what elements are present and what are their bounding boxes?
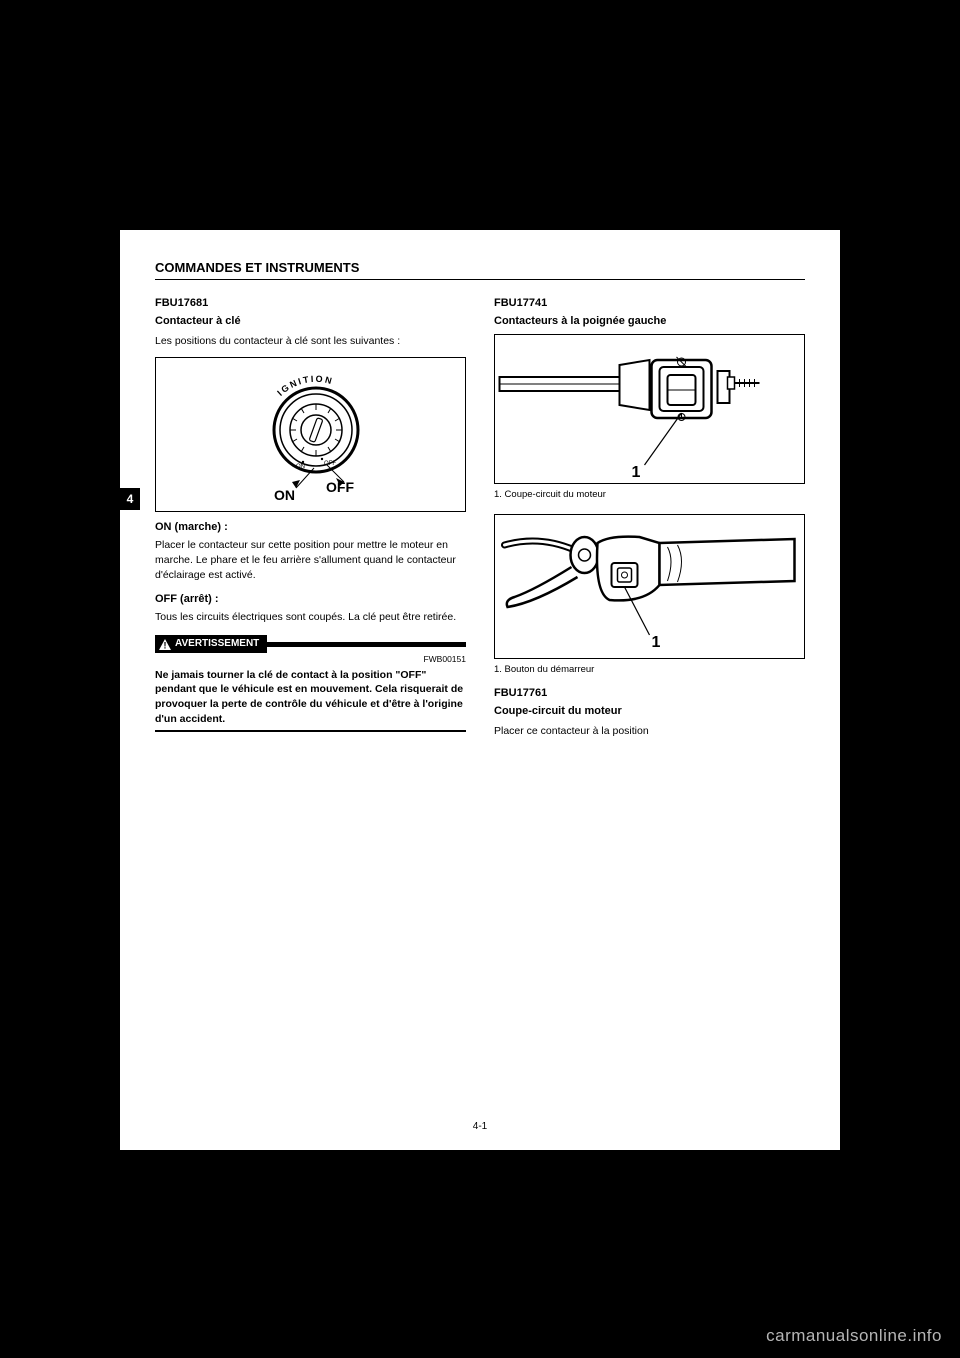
warning-header: ! AVERTISSEMENT xyxy=(155,635,466,654)
subsection-number: FBU17761 xyxy=(494,686,805,702)
warning-code: FWB00151 xyxy=(155,653,466,665)
on-position-label: ON (marche) : xyxy=(155,520,466,536)
figure-starter-button: 1 xyxy=(494,514,805,659)
callout-1a: 1 xyxy=(632,464,641,481)
subsection-title: Coupe-circuit du moteur xyxy=(494,704,805,720)
chapter-tab: 4 xyxy=(120,488,140,510)
warning-end-rule xyxy=(155,730,466,732)
right-column: FBU17741 Contacteurs à la poignée gauche xyxy=(494,296,805,748)
left-column: FBU17681 Contacteur à clé Les positions … xyxy=(155,296,466,748)
on-position-text: Placer le contacteur sur cette position … xyxy=(155,538,466,584)
section-title: Contacteur à clé xyxy=(155,314,466,330)
section-number-right: FBU17741 xyxy=(494,296,805,312)
svg-text:!: ! xyxy=(164,640,167,650)
ring-off-mark: OFF xyxy=(324,461,336,467)
off-position-label: OFF (arrêt) : xyxy=(155,592,466,608)
figure2-caption: 1. Bouton du démarreur xyxy=(494,663,805,677)
section-number: FBU17681 xyxy=(155,296,466,312)
warning-label-box: ! AVERTISSEMENT xyxy=(155,635,267,654)
ignition-arc-text: IGNITION xyxy=(275,373,335,397)
warning-triangle-icon: ! xyxy=(159,639,171,650)
warning-label-text: AVERTISSEMENT xyxy=(175,637,259,652)
figure1-caption: 1. Coupe-circuit du moteur xyxy=(494,488,805,502)
warning-rule xyxy=(267,642,466,647)
watermark: carmanualsonline.info xyxy=(766,1326,942,1346)
manual-page: 4 COMMANDES ET INSTRUMENTS FBU17681 Cont… xyxy=(120,230,840,1150)
figure-ignition-switch: IGNITION xyxy=(155,357,466,512)
warning-body: Ne jamais tourner la clé de contact à la… xyxy=(155,668,466,727)
ring-on-mark: ON xyxy=(296,464,305,470)
subsection-text: Placer ce contacteur à la position xyxy=(494,724,805,739)
page-header: COMMANDES ET INSTRUMENTS xyxy=(155,260,805,280)
intro-para: Les positions du contacteur à clé sont l… xyxy=(155,334,466,349)
off-position-text: Tous les circuits électriques sont coupé… xyxy=(155,610,466,625)
page-number: 4-1 xyxy=(473,1121,487,1132)
subsection-text-span: Placer ce contacteur à la position xyxy=(494,725,649,737)
callout-1b: 1 xyxy=(652,634,661,651)
section-title-right: Contacteurs à la poignée gauche xyxy=(494,314,805,330)
ignition-on-label: ON xyxy=(274,487,295,503)
ignition-off-label: OFF xyxy=(326,479,354,495)
header-title: COMMANDES ET INSTRUMENTS xyxy=(155,260,805,275)
svg-text:IGNITION: IGNITION xyxy=(275,373,335,397)
figure-engine-stop-switch: 1 xyxy=(494,334,805,484)
content-columns: FBU17681 Contacteur à clé Les positions … xyxy=(155,296,805,748)
